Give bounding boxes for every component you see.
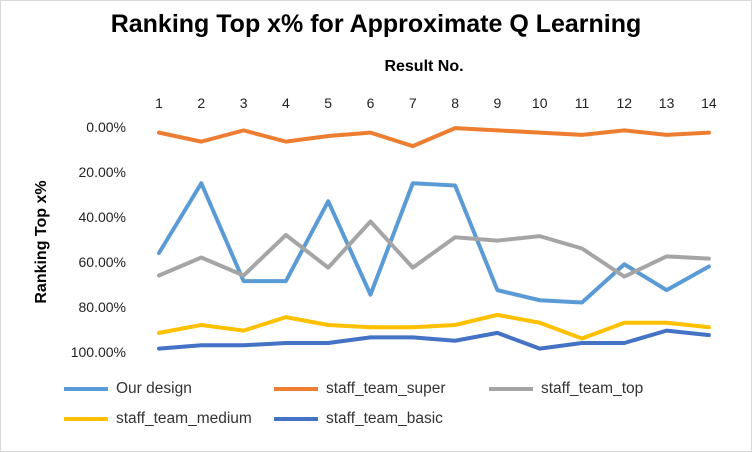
legend-swatch bbox=[274, 417, 318, 421]
y-tick-label: 60.00% bbox=[79, 254, 126, 270]
series-line-staff-team-basic bbox=[157, 328, 711, 351]
x-axis-label: Result No. bbox=[384, 58, 464, 75]
legend-item: staff_team_super bbox=[274, 380, 445, 398]
x-tick-label: 6 bbox=[367, 95, 375, 111]
y-tick-label: 40.00% bbox=[79, 209, 126, 225]
x-tick-label: 4 bbox=[282, 95, 290, 111]
x-tick-label: 11 bbox=[575, 95, 590, 111]
x-tick-label: 7 bbox=[409, 95, 417, 111]
series-line-our-design bbox=[157, 181, 711, 305]
x-tick-label: 14 bbox=[701, 95, 717, 111]
y-tick-label: 80.00% bbox=[79, 299, 126, 315]
x-tick-label: 1 bbox=[155, 95, 163, 111]
y-tick-labels: 0.00% 20.00% 40.00% 60.00% 80.00% 100.00% bbox=[71, 119, 126, 360]
y-tick-label: 0.00% bbox=[86, 119, 126, 135]
x-tick-label: 8 bbox=[451, 95, 459, 111]
legend-item: staff_team_medium bbox=[64, 410, 252, 428]
x-tick-label: 2 bbox=[197, 95, 205, 111]
x-tick-label: 10 bbox=[532, 95, 548, 111]
legend-label: staff_team_super bbox=[326, 380, 446, 397]
legend-swatch bbox=[489, 387, 533, 391]
x-tick-label: 12 bbox=[617, 95, 633, 111]
legend-swatch bbox=[64, 417, 108, 421]
x-tick-labels: 1 2 3 4 5 6 7 8 9 10 11 12 13 14 bbox=[155, 95, 717, 111]
y-tick-label: 100.00% bbox=[71, 344, 126, 360]
legend-swatch bbox=[274, 387, 318, 391]
legend-label: Our design bbox=[116, 380, 192, 397]
series-line-staff-team-super bbox=[157, 126, 711, 149]
legend-swatch bbox=[64, 387, 108, 391]
legend-label: staff_team_medium bbox=[116, 410, 252, 427]
chart-title: Ranking Top x% for Approximate Q Learnin… bbox=[110, 10, 642, 38]
y-tick-label: 20.00% bbox=[79, 164, 126, 180]
x-tick-label: 5 bbox=[324, 95, 332, 111]
x-tick-label: 13 bbox=[659, 95, 675, 111]
legend-item: Our design bbox=[64, 380, 192, 398]
legend-item: staff_team_top bbox=[489, 380, 643, 398]
legend-label: staff_team_basic bbox=[326, 410, 443, 427]
legend-label: staff_team_top bbox=[541, 380, 644, 397]
series-lines bbox=[157, 126, 711, 351]
x-tick-label: 3 bbox=[240, 95, 248, 111]
series-line-staff-team-medium bbox=[157, 312, 711, 341]
series-line-staff-team-top bbox=[157, 219, 711, 279]
x-tick-label: 9 bbox=[494, 95, 502, 111]
legend-item: staff_team_basic bbox=[274, 410, 443, 428]
